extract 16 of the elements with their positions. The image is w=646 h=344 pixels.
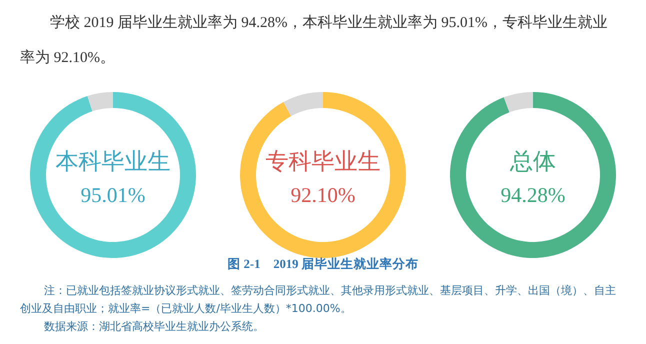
- donut-slice: [30, 92, 196, 258]
- text: 本科毕业生: [56, 149, 170, 175]
- donut-slice: [283, 92, 323, 116]
- donut-slice: [504, 92, 533, 112]
- data-label: 94.28%: [500, 183, 566, 207]
- text: 学校 2019 届毕业生就业率为 94.28%，本科毕业生就业率为 95.01%，专科毕业生就业率为 92.10%。: [20, 15, 608, 66]
- data-label: 92.10%: [290, 183, 356, 207]
- text: 专科毕业生: [266, 149, 380, 175]
- donut-slice: [240, 92, 406, 258]
- donut-slice: [87, 92, 113, 112]
- donut-slice: [450, 92, 616, 258]
- text: 注：已就业包括签就业协议形式就业、签劳动合同形式就业、其他录用形式就业、基层项目、升学、出国（境）、自主创业及自由职业；就业率=（已就业人数/毕业生人数）*100.00%。: [20, 283, 617, 317]
- source-note: 数据来源：湖北省高校毕业生就业办公系统。: [43, 319, 265, 335]
- text: 总体: [509, 149, 556, 175]
- data-label: 95.01%: [80, 183, 146, 207]
- text: 图 2-1 2019 届毕业生就业率分布: [226, 256, 420, 273]
